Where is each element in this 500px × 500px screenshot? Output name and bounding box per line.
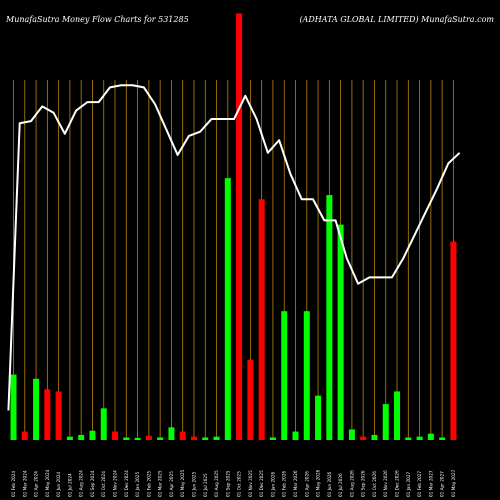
x-tick-label: 01 Jul 2026	[338, 473, 343, 497]
x-tick-label: 01 Apr 2024	[34, 471, 39, 497]
money-flow-bar	[281, 311, 288, 440]
x-tick-label: 01 May 2026	[316, 469, 321, 497]
money-flow-bar	[224, 178, 231, 440]
x-tick-label: 01 Dec 2026	[395, 470, 400, 497]
x-tick-label: 01 Apr 2025	[169, 471, 174, 497]
x-tick-label: 01 Mar 2024	[22, 470, 27, 497]
x-tick-label: 01 Jul 2025	[203, 473, 208, 497]
money-flow-bar	[416, 436, 423, 440]
x-tick-label: 01 Jan 2027	[406, 472, 411, 497]
money-flow-bar	[326, 195, 333, 440]
money-flow-bar	[315, 395, 322, 440]
money-flow-bar	[134, 437, 141, 440]
grid-layer	[13, 80, 454, 440]
money-flow-bar	[337, 224, 344, 440]
money-flow-bar	[123, 437, 130, 440]
money-flow-bar	[179, 431, 186, 440]
x-tick-label: 01 Aug 2025	[214, 470, 219, 497]
money-flow-bar	[258, 199, 265, 440]
x-tick-label: 01 Jan 2026	[270, 472, 275, 497]
money-flow-bar	[10, 374, 17, 440]
x-tick-label: 01 Oct 2024	[101, 471, 106, 497]
x-tick-label: 01 Apr 2026	[304, 471, 309, 497]
x-tick-label: 01 Sep 2025	[225, 470, 230, 497]
x-tick-label: 01 Dec 2024	[124, 470, 129, 497]
x-tick-label: 01 Mar 2027	[428, 470, 433, 497]
money-flow-bar	[348, 429, 355, 440]
x-tick-label: 01 Dec 2025	[259, 470, 264, 497]
money-flow-bar	[450, 241, 457, 440]
x-tick-label: 01 May 2025	[180, 469, 185, 497]
money-flow-bar	[236, 13, 243, 441]
money-flow-bar	[112, 431, 119, 440]
chart-title-company: (ADHATA GLOBAL LIMITED) MunafaSutra.com	[299, 15, 494, 24]
money-flow-bar	[33, 378, 40, 440]
money-flow-bar	[360, 436, 367, 440]
x-tick-label: 01 Feb 2026	[282, 471, 287, 497]
money-flow-bar	[78, 434, 85, 440]
x-tick-label: 01 Feb 2027	[417, 471, 422, 497]
money-flow-bar	[213, 436, 220, 440]
x-tick-label: 01 Mar 2026	[293, 470, 298, 497]
money-flow-bar	[44, 389, 51, 440]
x-tick-label: 01 Nov 2024	[113, 470, 118, 497]
x-tick-label: 01 Jun 2025	[191, 471, 196, 497]
x-tick-label: 01 Aug 2026	[349, 470, 354, 497]
money-flow-bar	[427, 433, 434, 440]
x-tick-label: 01 Jun 2024	[56, 471, 61, 497]
money-flow-bar	[89, 430, 96, 440]
bar-layer	[10, 13, 457, 441]
x-tick-label: 01 Aug 2024	[79, 470, 84, 497]
money-flow-bar	[157, 437, 164, 440]
money-flow-bar	[303, 311, 310, 440]
x-tick-label: 01 Jun 2026	[327, 471, 332, 497]
x-tick-label: 01 Apr 2027	[440, 471, 445, 497]
x-tick-label: 01 Jan 2025	[135, 472, 140, 497]
money-flow-bar	[439, 437, 446, 440]
x-tick-label: 01 Nov 2025	[248, 470, 253, 497]
price-line	[7, 84, 461, 411]
x-tick-label: 01 Jul 2024	[67, 473, 72, 497]
money-flow-bar	[100, 408, 107, 440]
money-flow-bar	[21, 431, 28, 440]
money-flow-bar	[190, 436, 197, 440]
tick-layer: 01 Feb 2024 01 Mar 2024 01 Apr 2024 01 May …	[11, 469, 456, 497]
x-tick-label: 01 Feb 2024	[11, 471, 16, 497]
money-flow-bar	[405, 437, 412, 440]
x-tick-label: 01 Sep 2026	[361, 470, 366, 497]
money-flow-bar	[292, 431, 299, 440]
money-flow-bar	[55, 391, 62, 440]
money-flow-bar	[66, 436, 73, 440]
chart-title: MunafaSutra Money Flow Charts for 531285	[5, 15, 189, 24]
money-flow-bar	[168, 427, 175, 440]
x-tick-label: 01 Oct 2025	[237, 471, 242, 497]
x-tick-label: 01 Feb 2025	[146, 471, 151, 497]
money-flow-bar	[247, 359, 254, 440]
money-flow-bar	[202, 437, 209, 440]
x-tick-label: 01 Mar 2025	[158, 470, 163, 497]
money-flow-bar	[145, 435, 152, 440]
line-layer	[7, 84, 461, 411]
x-tick-label: 01 May 2027	[451, 469, 456, 497]
money-flow-bar	[371, 434, 378, 440]
money-flow-bar	[382, 404, 389, 440]
x-tick-label: 01 Sep 2024	[90, 470, 95, 497]
money-flow-bar	[394, 391, 401, 440]
x-tick-label: 01 May 2024	[45, 469, 50, 497]
x-tick-label: 01 Nov 2026	[383, 470, 388, 497]
x-tick-label: 01 Oct 2026	[372, 471, 377, 497]
money-flow-bar	[269, 437, 276, 440]
